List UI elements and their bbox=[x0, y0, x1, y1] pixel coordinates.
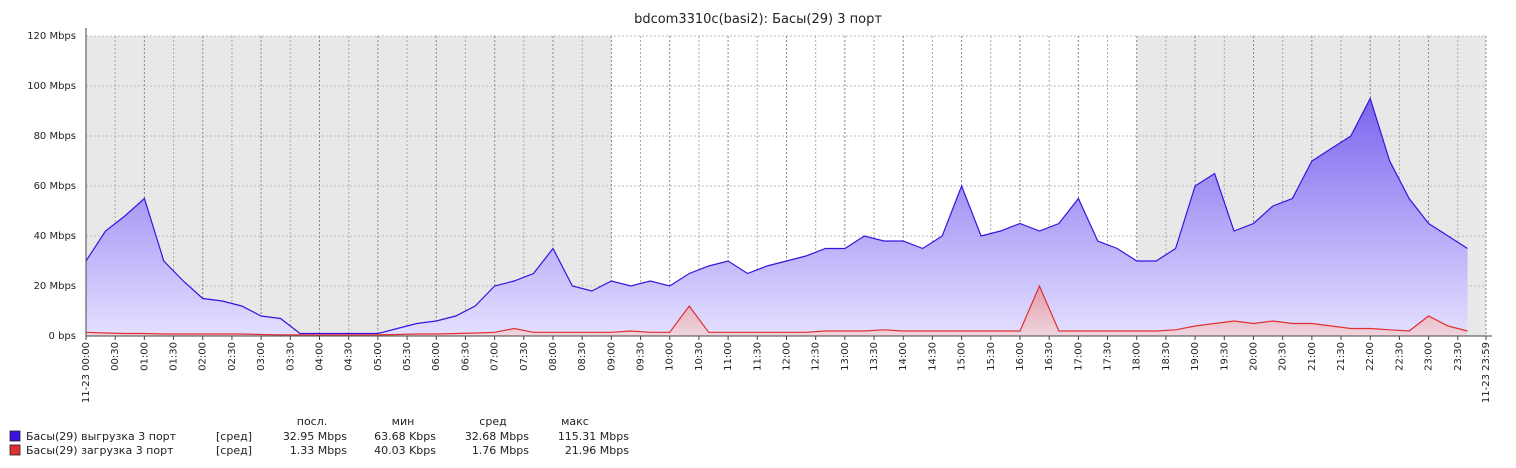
x-tick-label: 11-23 23:59 bbox=[1481, 342, 1492, 403]
legend-stat: 115.31 Mbps bbox=[558, 430, 629, 443]
x-tick-label: 23:30 bbox=[1453, 342, 1464, 371]
legend-stat: 1.76 Mbps bbox=[472, 444, 529, 457]
legend-header: посл. bbox=[297, 415, 328, 428]
x-tick-label: 18:00 bbox=[1132, 342, 1143, 371]
x-tick-label: 11-23 00:00 bbox=[81, 342, 92, 403]
y-tick-label: 60 Mbps bbox=[34, 181, 76, 192]
legend-label: Басы(29) выгрузка 3 порт bbox=[26, 430, 177, 443]
x-tick-label: 02:00 bbox=[198, 342, 209, 371]
line bbox=[85, 284, 1468, 336]
x-tick-label: 11:00 bbox=[723, 342, 734, 371]
x-tick-label: 19:00 bbox=[1190, 342, 1201, 371]
legend-swatch bbox=[9, 430, 21, 442]
x-tick-label: 13:30 bbox=[869, 342, 880, 371]
x-tick-label: 13:00 bbox=[840, 342, 851, 371]
legend-stat: 32.95 Mbps bbox=[283, 430, 347, 443]
area bbox=[86, 98, 1468, 336]
x-tick-label: 17:00 bbox=[1073, 342, 1084, 371]
x-tick-label: 02:30 bbox=[227, 342, 238, 371]
x-tick-label: 17:30 bbox=[1103, 342, 1114, 371]
y-tick-label: 100 Mbps bbox=[27, 81, 76, 92]
x-tick-label: 09:30 bbox=[636, 342, 647, 371]
chart-title: bdcom3310c(basi2): Басы(29) 3 порт bbox=[634, 12, 882, 27]
x-tick-label: 22:00 bbox=[1365, 342, 1376, 371]
y-tick-label: 120 Mbps bbox=[27, 31, 76, 42]
x-tick-label: 15:00 bbox=[957, 342, 968, 371]
legend-stat: 63.68 Kbps bbox=[374, 430, 436, 443]
x-tick-label: 15:30 bbox=[986, 342, 997, 371]
x-tick-label: 11:30 bbox=[752, 342, 763, 371]
x-tick-label: 10:30 bbox=[694, 342, 705, 371]
x-tick-label: 04:30 bbox=[344, 342, 355, 371]
x-tick-label: 07:00 bbox=[490, 342, 501, 371]
x-tick-label: 06:00 bbox=[431, 342, 442, 371]
legend-stat: 32.68 Mbps bbox=[465, 430, 529, 443]
legend-header: сред bbox=[479, 415, 507, 428]
area bbox=[86, 286, 1468, 336]
legend-label: Басы(29) загрузка 3 порт bbox=[26, 444, 174, 457]
y-tick-label: 80 Mbps bbox=[34, 131, 76, 142]
legend-function: [сред] bbox=[216, 444, 252, 457]
line bbox=[85, 96, 1468, 335]
y-tick-label: 40 Mbps bbox=[34, 231, 76, 242]
x-tick-label: 09:00 bbox=[606, 342, 617, 371]
x-tick-label: 01:00 bbox=[139, 342, 150, 371]
x-tick-label: 03:30 bbox=[285, 342, 296, 371]
x-tick-label: 23:00 bbox=[1424, 342, 1435, 371]
x-tick-label: 19:30 bbox=[1219, 342, 1230, 371]
y-tick-label: 20 Mbps bbox=[34, 281, 76, 292]
x-tick-label: 10:00 bbox=[665, 342, 676, 371]
legend-swatch bbox=[9, 444, 21, 456]
x-tick-label: 07:30 bbox=[519, 342, 530, 371]
legend-header: мин bbox=[392, 415, 415, 428]
x-tick-label: 12:00 bbox=[781, 342, 792, 371]
legend-function: [сред] bbox=[216, 430, 252, 443]
x-tick-label: 06:30 bbox=[460, 342, 471, 371]
x-tick-label: 14:30 bbox=[927, 342, 938, 371]
x-tick-label: 14:00 bbox=[898, 342, 909, 371]
x-tick-label: 08:00 bbox=[548, 342, 559, 371]
legend-stat: 21.96 Mbps bbox=[565, 444, 629, 457]
x-tick-label: 21:00 bbox=[1307, 342, 1318, 371]
x-tick-label: 22:30 bbox=[1394, 342, 1405, 371]
x-tick-label: 18:30 bbox=[1161, 342, 1172, 371]
x-tick-label: 16:00 bbox=[1015, 342, 1026, 371]
x-tick-label: 20:00 bbox=[1248, 342, 1259, 371]
x-tick-label: 12:30 bbox=[811, 342, 822, 371]
legend-stat: 40.03 Kbps bbox=[374, 444, 436, 457]
x-tick-label: 20:30 bbox=[1278, 342, 1289, 371]
x-tick-label: 21:30 bbox=[1336, 342, 1347, 371]
x-tick-label: 05:00 bbox=[373, 342, 384, 371]
legend-header: макс bbox=[561, 415, 589, 428]
x-tick-label: 08:30 bbox=[577, 342, 588, 371]
x-tick-label: 16:30 bbox=[1044, 342, 1055, 371]
x-tick-label: 01:30 bbox=[169, 342, 180, 371]
y-tick-label: 0 bps bbox=[49, 331, 76, 342]
legend-stat: 1.33 Mbps bbox=[290, 444, 347, 457]
x-tick-label: 05:30 bbox=[402, 342, 413, 371]
x-tick-label: 00:30 bbox=[110, 342, 121, 371]
x-tick-label: 03:00 bbox=[256, 342, 267, 371]
x-tick-label: 04:00 bbox=[314, 342, 325, 371]
